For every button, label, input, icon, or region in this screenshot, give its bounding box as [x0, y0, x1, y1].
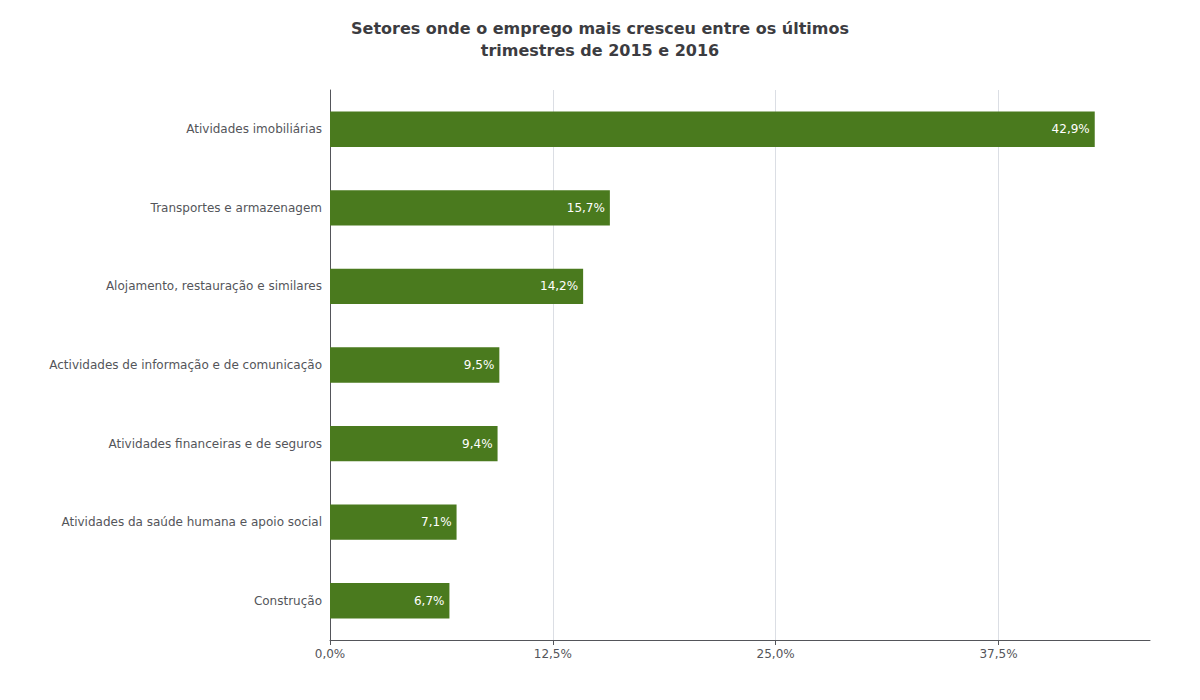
svg-text:Atividades imobiliárias: Atividades imobiliárias — [186, 122, 322, 136]
svg-text:Construção: Construção — [254, 594, 322, 608]
svg-text:12,5%: 12,5% — [534, 647, 572, 661]
svg-text:6,7%: 6,7% — [414, 594, 445, 608]
svg-text:trimestres de 2015 e 2016: trimestres de 2015 e 2016 — [481, 41, 719, 60]
svg-text:15,7%: 15,7% — [567, 201, 605, 215]
svg-text:25,0%: 25,0% — [757, 647, 795, 661]
svg-text:Atividades financeiras e de se: Atividades financeiras e de seguros — [109, 437, 322, 451]
svg-text:14,2%: 14,2% — [540, 279, 578, 293]
svg-text:Transportes e armazenagem: Transportes e armazenagem — [150, 201, 322, 215]
svg-text:42,9%: 42,9% — [1052, 122, 1090, 136]
svg-text:0,0%: 0,0% — [315, 647, 346, 661]
svg-text:9,5%: 9,5% — [464, 358, 495, 372]
svg-text:7,1%: 7,1% — [421, 515, 452, 529]
svg-text:9,4%: 9,4% — [462, 437, 493, 451]
svg-text:Setores onde o emprego mais cr: Setores onde o emprego mais cresceu entr… — [351, 19, 849, 38]
svg-text:Atividades da saúde humana e a: Atividades da saúde humana e apoio socia… — [61, 515, 322, 529]
svg-text:Actividades de informação e de: Actividades de informação e de comunicaç… — [49, 358, 322, 372]
svg-text:Alojamento, restauração e simi: Alojamento, restauração e similares — [106, 279, 322, 293]
svg-text:37,5%: 37,5% — [979, 647, 1017, 661]
